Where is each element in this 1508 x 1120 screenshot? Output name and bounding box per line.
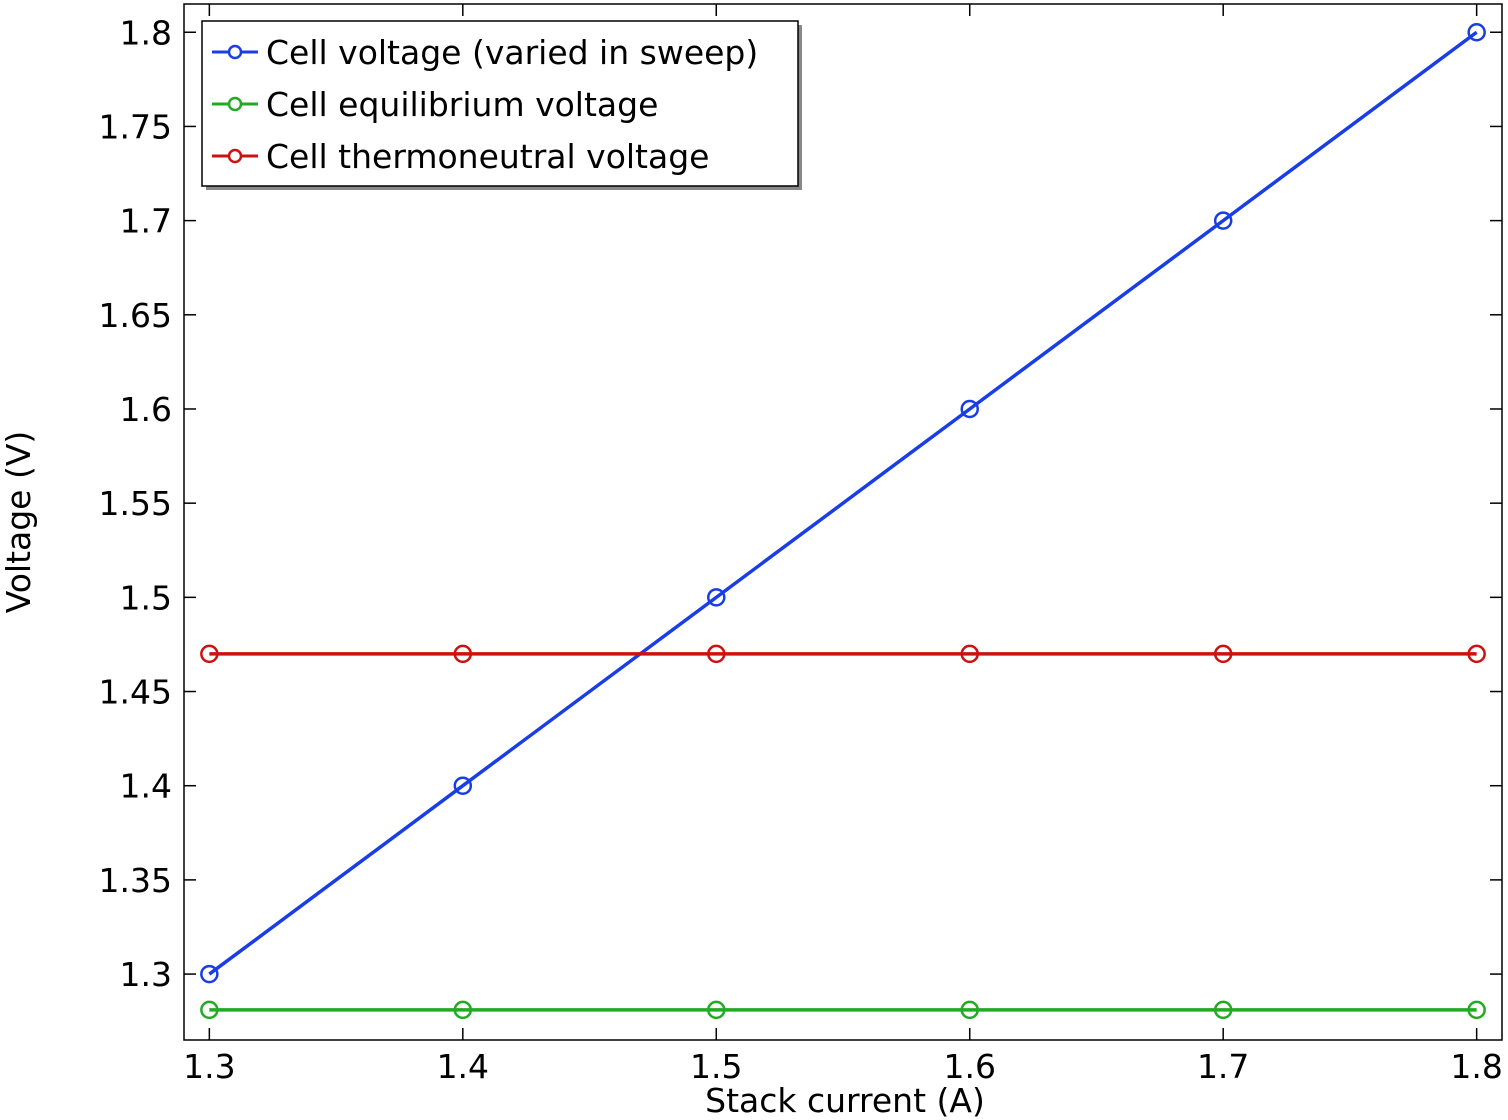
y-tick-label: 1.55 [99,484,172,523]
x-tick-label: 1.5 [690,1047,742,1086]
y-tick-label: 1.5 [120,578,172,617]
data-point [1467,1000,1486,1020]
legend-marker [227,148,243,164]
x-tick-label: 1.7 [1197,1047,1249,1086]
legend-label: Cell voltage (varied in sweep) [266,33,758,72]
data-point [200,1000,219,1020]
y-tick-label: 1.3 [120,955,172,994]
x-tick-label: 1.4 [437,1047,489,1086]
data-point [960,399,979,419]
x-axis: 1.3 1.4 1.5 1.6 1.7 1.8 [183,4,1503,1086]
data-point [200,644,219,664]
y-tick-label: 1.6 [120,390,172,429]
data-point [707,644,726,664]
y-tick-label: 1.8 [120,13,172,52]
legend-marker [227,96,243,112]
series-line [208,30,1478,976]
series-1 [200,23,1486,984]
x-tick-label: 1.6 [943,1047,995,1086]
data-point [1213,211,1233,230]
series-3 [200,644,1486,664]
series-layer [200,23,1486,1020]
legend-marker [227,44,243,60]
plot-area-border [183,3,1503,1041]
data-point [453,1000,473,1020]
data-point [1467,644,1486,664]
data-point [200,964,219,984]
data-point [453,644,473,664]
data-point [1213,644,1233,664]
data-point [960,1000,979,1020]
legend-entry: Cell voltage (varied in sweep) [212,33,758,72]
legend-entry: Cell thermoneutral voltage [212,137,709,176]
y-axis-title: Voltage (V) [0,431,38,614]
data-point [453,776,473,795]
data-point [960,644,979,664]
plot-frame [183,3,1503,1041]
legend-entry: Cell equilibrium voltage [212,85,658,124]
legend: Cell voltage (varied in sweep) Cell equil… [201,20,802,190]
data-point [707,1000,726,1020]
data-point [1213,1000,1233,1020]
x-tick-label: 1.3 [183,1047,235,1086]
y-tick-label: 1.75 [99,107,172,146]
legend-label: Cell thermoneutral voltage [266,137,709,176]
legend-label: Cell equilibrium voltage [266,85,658,124]
y-tick-label: 1.4 [120,767,172,806]
data-point [1467,23,1486,42]
data-point [707,588,726,607]
legend-box [201,20,799,187]
y-tick-label: 1.65 [99,296,172,335]
y-tick-label: 1.35 [99,861,172,900]
x-tick-label: 1.8 [1450,1047,1502,1086]
y-tick-label: 1.7 [120,202,172,241]
series-2 [200,1000,1486,1020]
x-axis-title: Stack current (A) [705,1081,985,1120]
y-tick-label: 1.45 [99,673,172,712]
y-axis: 1.3 1.35 1.4 1.45 1.5 1.55 1.6 1.65 1.7 1.75 1.8 [99,13,1502,994]
